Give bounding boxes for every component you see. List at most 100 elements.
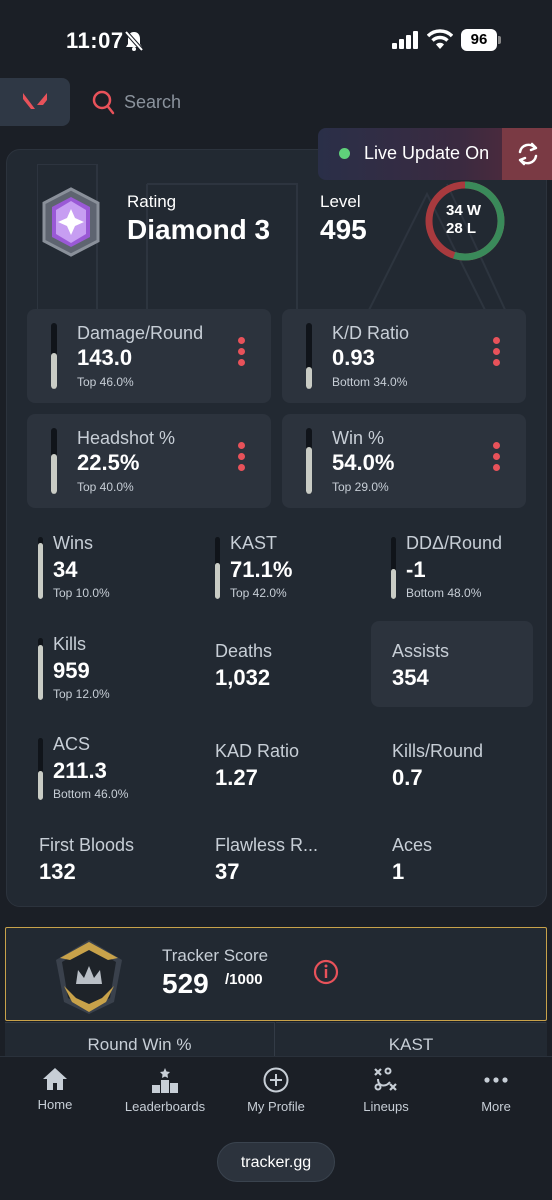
stat-value: 0.93 — [332, 345, 375, 370]
stat-label: Damage/Round — [77, 323, 204, 343]
stat-percentile: Bottom 34.0% — [332, 375, 408, 389]
more-options-icon[interactable] — [235, 442, 247, 476]
percentile-bar-fill — [38, 771, 43, 800]
nav-more[interactable]: More — [441, 1067, 551, 1127]
add-circle-icon — [263, 1067, 289, 1093]
background-watermark — [37, 164, 508, 314]
browser-url-pill[interactable]: tracker.gg — [217, 1142, 335, 1182]
tracker-score-emblem-icon — [56, 940, 122, 1014]
stat-box-win-percent[interactable]: Win % 54.0% Top 29.0% — [282, 414, 526, 508]
stat-value: 132 — [39, 859, 76, 884]
stat-wins: Wins 34 Top 10.0% — [38, 533, 198, 613]
tab-round-win-percent[interactable]: Round Win % — [5, 1022, 275, 1056]
stat-value: 211.3 — [53, 758, 107, 783]
nav-label: Lineups — [363, 1099, 409, 1114]
refresh-button[interactable] — [502, 128, 552, 180]
live-update-text: Live Update On — [364, 143, 490, 163]
level-value: 495 — [320, 214, 367, 245]
stat-kast: KAST 71.1% Top 42.0% — [215, 533, 375, 613]
tab-kast[interactable]: KAST — [276, 1022, 546, 1056]
stat-label: Wins — [53, 533, 93, 553]
percentile-bar — [38, 537, 43, 599]
stat-label: Kills — [53, 634, 87, 654]
tracker-score-label: Tracker Score — [162, 946, 269, 965]
stat-value: 143.0 — [77, 345, 133, 370]
stat-flawless-rounds: Flawless R... 37 — [215, 835, 375, 895]
stat-aces: Aces 1 — [392, 835, 552, 895]
home-icon — [43, 1068, 67, 1090]
stat-first-bloods: First Bloods 132 — [39, 835, 199, 895]
bell-slash-icon — [124, 30, 144, 52]
battery-tip — [498, 36, 501, 44]
stat-value: 354 — [392, 665, 429, 690]
percentile-bar — [215, 537, 220, 599]
lineups-icon — [374, 1067, 397, 1091]
more-icon — [484, 1077, 508, 1083]
percentile-bar — [51, 323, 57, 389]
stat-label: Win % — [332, 428, 385, 448]
level-label: Level — [320, 192, 361, 211]
stat-percentile: Top 10.0% — [53, 586, 110, 600]
stat-percentile: Top 42.0% — [230, 586, 287, 600]
wifi-icon — [427, 29, 453, 49]
nav-label: More — [481, 1099, 511, 1114]
stat-label: DDΔ/Round — [406, 533, 503, 553]
percentile-bar — [306, 323, 312, 389]
wins-count: 34 W — [446, 202, 482, 219]
stat-value: 959 — [53, 658, 90, 683]
losses-count: 28 L — [446, 220, 477, 237]
stat-label: KAST — [230, 533, 278, 553]
percentile-bar-fill — [306, 366, 312, 389]
search-icon — [92, 90, 115, 115]
stat-assists: Assists 354 — [392, 641, 552, 701]
stat-label: Kills/Round — [392, 741, 484, 761]
nav-label: Home — [37, 1097, 73, 1112]
stat-value: 22.5% — [77, 450, 140, 475]
status-time: 11:07 — [66, 28, 124, 53]
battery-level: 96 — [461, 29, 497, 51]
live-status-dot — [339, 148, 350, 159]
nav-leaderboards[interactable]: Leaderboards — [110, 1067, 220, 1127]
stat-box-damage-round[interactable]: Damage/Round 143.0 Top 46.0% — [27, 309, 271, 403]
stat-label: K/D Ratio — [332, 323, 410, 343]
percentile-bar-fill — [391, 569, 396, 599]
stat-box-kd-ratio[interactable]: K/D Ratio 0.93 Bottom 34.0% — [282, 309, 526, 403]
stat-percentile: Bottom 46.0% — [53, 787, 129, 801]
more-options-icon[interactable] — [490, 442, 502, 476]
live-update-banner[interactable]: Live Update On — [318, 128, 552, 180]
valorant-logo-button[interactable] — [0, 78, 70, 126]
diamond-rank-icon — [42, 187, 100, 257]
stat-label: Assists — [392, 641, 450, 661]
nav-my-profile[interactable]: My Profile — [221, 1067, 331, 1127]
stat-box-headshot[interactable]: Headshot % 22.5% Top 40.0% — [27, 414, 271, 508]
stat-percentile: Bottom 48.0% — [406, 586, 482, 600]
stat-percentile: Top 12.0% — [53, 687, 110, 701]
leaderboard-icon — [152, 1068, 178, 1093]
percentile-bar-fill — [38, 645, 43, 700]
stat-acs: ACS 211.3 Bottom 46.0% — [38, 734, 198, 814]
tracker-score-card[interactable]: Tracker Score 529 /1000 — [5, 927, 547, 1021]
search-input[interactable] — [124, 88, 284, 116]
rating-value: Diamond 3 — [127, 214, 271, 245]
more-options-icon[interactable] — [235, 337, 247, 371]
info-icon[interactable] — [313, 959, 339, 985]
valorant-logo-icon — [23, 93, 47, 109]
stat-value: 1,032 — [215, 665, 271, 690]
nav-label: Leaderboards — [124, 1099, 206, 1114]
stat-kills: Kills 959 Top 12.0% — [38, 634, 198, 714]
signal-icon — [392, 31, 418, 49]
nav-home[interactable]: Home — [0, 1067, 110, 1127]
percentile-bar — [38, 738, 43, 800]
stat-label: KAD Ratio — [215, 741, 300, 761]
stat-value: 0.7 — [392, 765, 423, 790]
battery-indicator: 96 — [461, 29, 501, 51]
rating-label: Rating — [127, 192, 177, 211]
percentile-bar — [391, 537, 396, 599]
stat-value: 54.0% — [332, 450, 395, 475]
nav-lineups[interactable]: Lineups — [331, 1067, 441, 1127]
more-options-icon[interactable] — [490, 337, 502, 371]
search-box[interactable] — [92, 88, 292, 118]
stat-label: Aces — [392, 835, 433, 855]
stats-card — [6, 149, 547, 907]
stat-assists-highlight[interactable] — [371, 621, 533, 707]
